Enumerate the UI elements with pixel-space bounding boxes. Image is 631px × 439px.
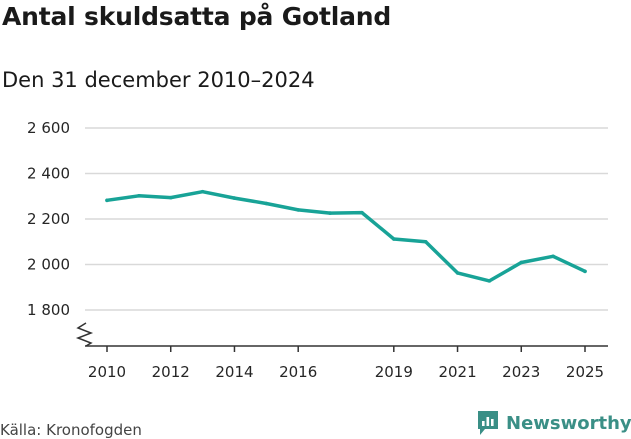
y-tick-label: 1 800 — [27, 301, 70, 319]
axis-break-icon — [75, 322, 94, 347]
x-tick-label: 2025 — [566, 363, 604, 381]
y-tick-label: 2 200 — [27, 210, 70, 228]
source-note: Källa: Kronofogden — [0, 421, 142, 439]
data-point — [551, 254, 555, 259]
x-axis — [75, 322, 608, 347]
y-tick-label: 2 600 — [27, 119, 70, 137]
grid-lines — [85, 127, 608, 311]
newsworthy-logo-icon — [478, 411, 498, 435]
data-point — [360, 210, 364, 215]
data-point — [296, 208, 301, 212]
newsworthy-logo: Newsworthy — [476, 409, 631, 437]
x-tick-label: 2014 — [215, 363, 253, 381]
series-line — [105, 189, 587, 283]
series-layer — [105, 189, 587, 283]
x-tick-label: 2023 — [502, 363, 540, 381]
x-tick-label: 2010 — [88, 363, 126, 381]
data-point — [423, 239, 428, 244]
data-point — [200, 189, 205, 194]
data-point — [137, 193, 141, 198]
y-tick-label: 2 400 — [27, 165, 70, 183]
x-tick-label: 2016 — [279, 363, 317, 381]
data-point — [105, 198, 109, 203]
data-point — [232, 196, 237, 200]
data-point — [519, 260, 524, 265]
data-point — [455, 271, 460, 275]
x-tick-label: 2012 — [152, 363, 190, 381]
x-tick-label: 2019 — [375, 363, 413, 381]
data-point — [487, 279, 492, 283]
data-point — [168, 195, 173, 200]
data-point — [583, 269, 587, 274]
y-tick-label: 2 000 — [27, 256, 70, 274]
x-tick-label: 2021 — [438, 363, 476, 381]
data-point — [392, 237, 396, 241]
data-point — [328, 211, 332, 215]
newsworthy-logo-text: Newsworthy — [506, 412, 631, 434]
data-point — [264, 201, 269, 206]
y-axis-ticks: 1 800 2 000 2 200 2 400 2 600 — [27, 119, 70, 319]
x-axis-ticks: 2010 2012 2014 2016 2019 2021 2023 2025 — [88, 346, 604, 381]
chart-title: Antal skuldsatta på Gotland — [2, 2, 392, 31]
chart-subtitle: Den 31 december 2010–2024 — [2, 68, 315, 92]
